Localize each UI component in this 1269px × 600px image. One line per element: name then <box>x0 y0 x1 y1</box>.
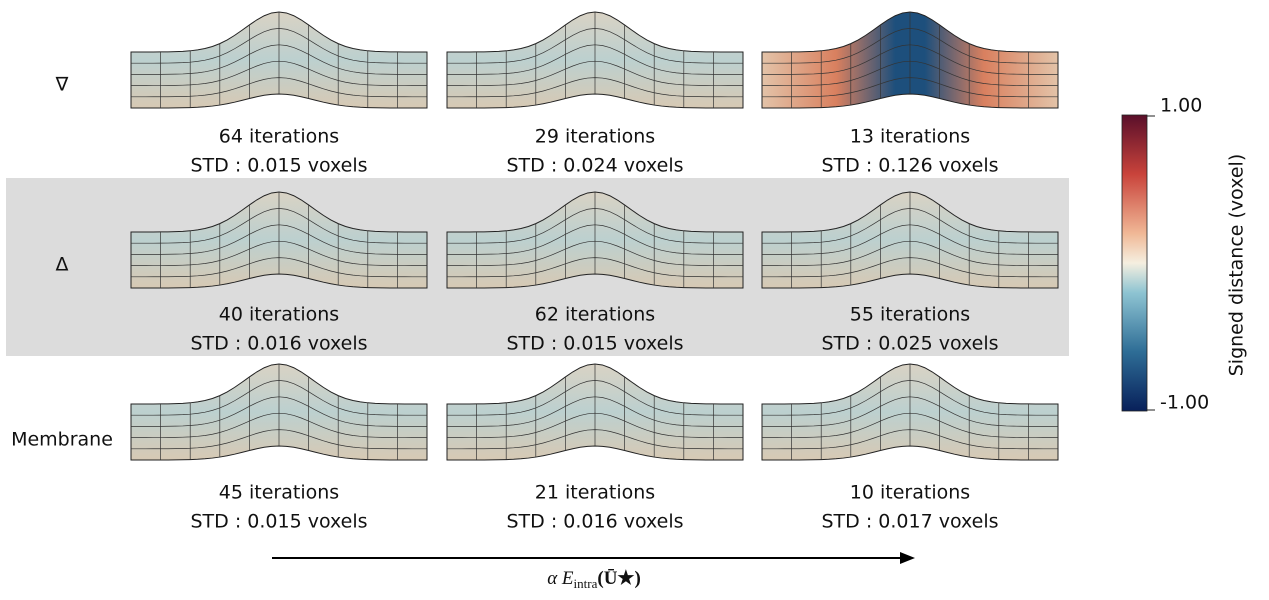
iterations: 10 iterations <box>850 482 970 504</box>
std: STD : 0.015 voxels <box>506 333 683 355</box>
colorbar <box>1122 115 1147 411</box>
std: STD : 0.025 voxels <box>821 333 998 355</box>
row-label: Membrane <box>11 429 113 451</box>
iterations: 40 iterations <box>219 304 339 326</box>
iterations: 45 iterations <box>219 482 339 504</box>
std: STD : 0.016 voxels <box>506 511 683 533</box>
figure: 1.00 -1.00 Signed distance (voxel) α Ein… <box>0 0 1269 600</box>
arrow-label-main: α E <box>547 568 574 589</box>
std: STD : 0.015 voxels <box>190 155 367 177</box>
std: STD : 0.015 voxels <box>190 511 367 533</box>
std: STD : 0.024 voxels <box>506 155 683 177</box>
arrow-label: α Eintra(Ū★) <box>547 568 641 591</box>
iterations: 55 iterations <box>850 304 970 326</box>
row-label: Δ <box>56 254 69 276</box>
iterations: 29 iterations <box>535 126 655 148</box>
colorbar-max: 1.00 <box>1160 95 1202 117</box>
row-label: ∇ <box>55 74 69 96</box>
arrow-label-tail: (Ū★) <box>597 568 640 589</box>
colorbar-title: Signed distance (voxel) <box>1226 154 1248 377</box>
iterations: 64 iterations <box>219 126 339 148</box>
colorbar-min: -1.00 <box>1160 392 1209 414</box>
std: STD : 0.126 voxels <box>821 155 998 177</box>
std: STD : 0.017 voxels <box>821 511 998 533</box>
page: 1.00 -1.00 Signed distance (voxel) α Ein… <box>0 0 1269 600</box>
std: STD : 0.016 voxels <box>190 333 367 355</box>
arrow-label-sub: intra <box>574 576 598 591</box>
iterations: 62 iterations <box>535 304 655 326</box>
iterations: 21 iterations <box>535 482 655 504</box>
arrow-head <box>900 552 915 564</box>
iterations: 13 iterations <box>850 126 970 148</box>
